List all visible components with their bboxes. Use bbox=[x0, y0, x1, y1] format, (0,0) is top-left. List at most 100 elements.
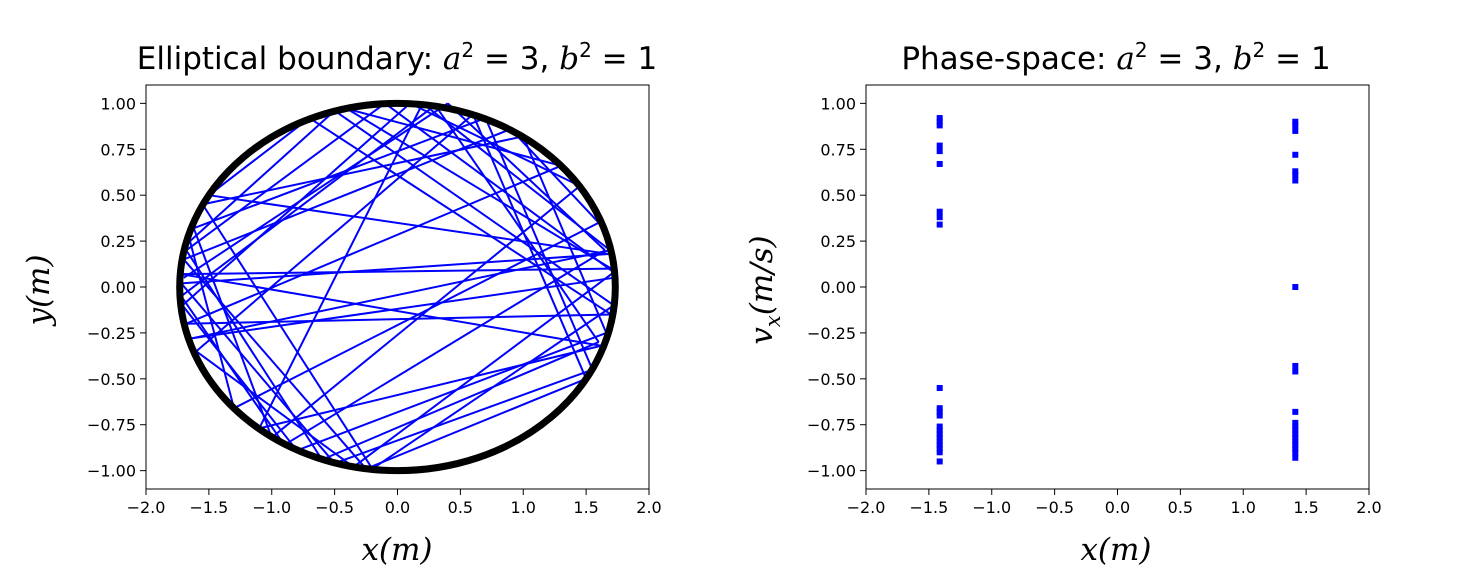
phase-point bbox=[936, 458, 943, 465]
right-x-tick-label: 0.0 bbox=[1105, 498, 1130, 517]
right-y-tick-label: −1.00 bbox=[807, 462, 856, 481]
phase-point bbox=[1292, 434, 1299, 441]
left-title-prefix: Elliptical boundary: bbox=[137, 41, 443, 77]
right-chart-title: Phase-space: a2 = 3, b2 = 1 bbox=[901, 38, 1330, 77]
right-x-tick-label: −0.5 bbox=[1035, 498, 1074, 517]
phase-point bbox=[1292, 454, 1299, 461]
left-y-ticks: −1.00 −0.75 −0.50 −0.25 0.00 0.25 0.50 0.75 1.00 bbox=[87, 94, 146, 481]
trajectory-segment bbox=[185, 102, 386, 252]
right-title-prefix: Phase-space: bbox=[901, 41, 1116, 77]
phase-point bbox=[1292, 118, 1299, 125]
trajectory-segment bbox=[186, 313, 612, 325]
right-title-a-exp: 2 bbox=[1135, 38, 1148, 62]
phase-point bbox=[1292, 438, 1299, 445]
right-x-tick-label: 1.0 bbox=[1231, 498, 1256, 517]
left-y-axis-label: y(m) bbox=[21, 254, 57, 327]
phase-point bbox=[936, 221, 943, 228]
right-y-tick-label: −0.50 bbox=[807, 370, 856, 389]
left-x-ticks: −2.0 −1.5 −1.0 −0.5 0.0 0.5 1.0 1.5 2.0 bbox=[127, 489, 662, 517]
right-x-axis-label: x(m) bbox=[1080, 532, 1151, 568]
phase-point bbox=[936, 445, 943, 452]
phase-point bbox=[936, 430, 943, 437]
left-x-tick-label: −0.5 bbox=[315, 498, 354, 517]
trajectory-segment bbox=[334, 109, 615, 307]
left-y-tick-label: −1.00 bbox=[87, 462, 136, 481]
left-y-tick-label: 0.50 bbox=[100, 186, 136, 205]
right-y-tick-label: −0.75 bbox=[807, 416, 856, 435]
left-x-tick-label: −1.0 bbox=[252, 498, 291, 517]
right-y-tick-label: −0.25 bbox=[807, 324, 856, 343]
trajectory-segment bbox=[365, 377, 587, 470]
trajectory-segment bbox=[193, 117, 486, 230]
ellipse-trajectory-panel: Elliptical boundary: a2 = 3, b2 = 1 −2.0… bbox=[21, 38, 662, 568]
left-y-tick-label: −0.25 bbox=[87, 324, 136, 343]
right-y-label-sub: x bbox=[761, 315, 785, 327]
trajectory-segment bbox=[208, 117, 311, 196]
trajectory-segment bbox=[346, 107, 562, 167]
right-x-tick-label: 2.0 bbox=[1356, 498, 1381, 517]
left-x-tick-label: −1.5 bbox=[189, 498, 228, 517]
trajectory-segment bbox=[191, 276, 614, 340]
phase-point bbox=[1292, 430, 1299, 437]
phase-point bbox=[1292, 423, 1299, 430]
right-title-b: b bbox=[1233, 41, 1253, 77]
phase-point bbox=[936, 412, 943, 419]
phase-point bbox=[1292, 284, 1299, 290]
left-y-tick-label: 0.75 bbox=[100, 140, 136, 159]
left-x-axis-label: x(m) bbox=[361, 532, 432, 568]
phase-point bbox=[936, 405, 943, 412]
trajectory-segment bbox=[522, 136, 608, 334]
left-y-tick-label: −0.75 bbox=[87, 416, 136, 435]
phase-point bbox=[1292, 427, 1299, 434]
phase-point bbox=[1292, 127, 1299, 134]
phase-point bbox=[936, 408, 943, 415]
trajectory-segment bbox=[189, 240, 235, 409]
trajectory-segment bbox=[191, 249, 611, 340]
trajectory-segment bbox=[201, 203, 374, 470]
phase-point bbox=[1292, 445, 1299, 452]
left-x-tick-label: 1.5 bbox=[573, 498, 598, 517]
right-x-tick-label: −1.0 bbox=[972, 498, 1011, 517]
phase-point bbox=[936, 160, 943, 167]
phase-point bbox=[1292, 151, 1299, 158]
trajectory-segment bbox=[509, 128, 600, 224]
left-y-tick-label: 1.00 bbox=[100, 94, 136, 113]
phase-point bbox=[936, 115, 943, 122]
left-x-tick-label: 0.5 bbox=[448, 498, 473, 517]
phase-point bbox=[936, 423, 943, 430]
trajectory-segment bbox=[183, 102, 449, 279]
right-y-label-v: v bbox=[744, 327, 780, 345]
left-x-tick-label: 2.0 bbox=[636, 498, 661, 517]
left-x-tick-label: −2.0 bbox=[127, 498, 166, 517]
left-title-eq2: = 1 bbox=[592, 41, 657, 77]
trajectory-segment bbox=[181, 304, 298, 452]
trajectory-segment bbox=[181, 252, 609, 285]
trajectory-segment bbox=[371, 304, 615, 470]
phase-point bbox=[936, 142, 943, 149]
left-y-tick-label: −0.50 bbox=[87, 370, 136, 389]
trajectory-segment bbox=[321, 341, 600, 461]
trajectory-segment bbox=[271, 185, 581, 439]
trajectory-segment bbox=[180, 282, 336, 464]
phase-point bbox=[936, 148, 943, 155]
trajectory-segment bbox=[185, 249, 323, 461]
phase-point bbox=[1292, 168, 1299, 175]
trajectory-segment bbox=[202, 135, 524, 206]
trajectory-segment bbox=[258, 102, 424, 429]
left-x-tick-label: 1.0 bbox=[511, 498, 536, 517]
trajectory-segment bbox=[334, 368, 593, 465]
right-x-tick-label: −1.5 bbox=[909, 498, 948, 517]
left-title-b: b bbox=[559, 41, 579, 77]
right-x-tick-label: 1.5 bbox=[1293, 498, 1318, 517]
trajectory-segment bbox=[434, 104, 600, 343]
phase-point bbox=[936, 449, 943, 456]
phase-point bbox=[1292, 368, 1299, 375]
right-title-a: a bbox=[1116, 41, 1134, 77]
trajectory-segment bbox=[352, 271, 615, 468]
left-y-tick-label: 0.25 bbox=[100, 232, 136, 251]
right-y-tick-label: 0.50 bbox=[820, 186, 856, 205]
trajectory-segment bbox=[308, 117, 612, 316]
right-plot-area bbox=[936, 115, 1299, 465]
trajectory-segment bbox=[189, 109, 336, 242]
right-y-ticks: −1.00 −0.75 −0.50 −0.25 0.00 0.25 0.50 0.75 1.00 bbox=[807, 94, 866, 481]
